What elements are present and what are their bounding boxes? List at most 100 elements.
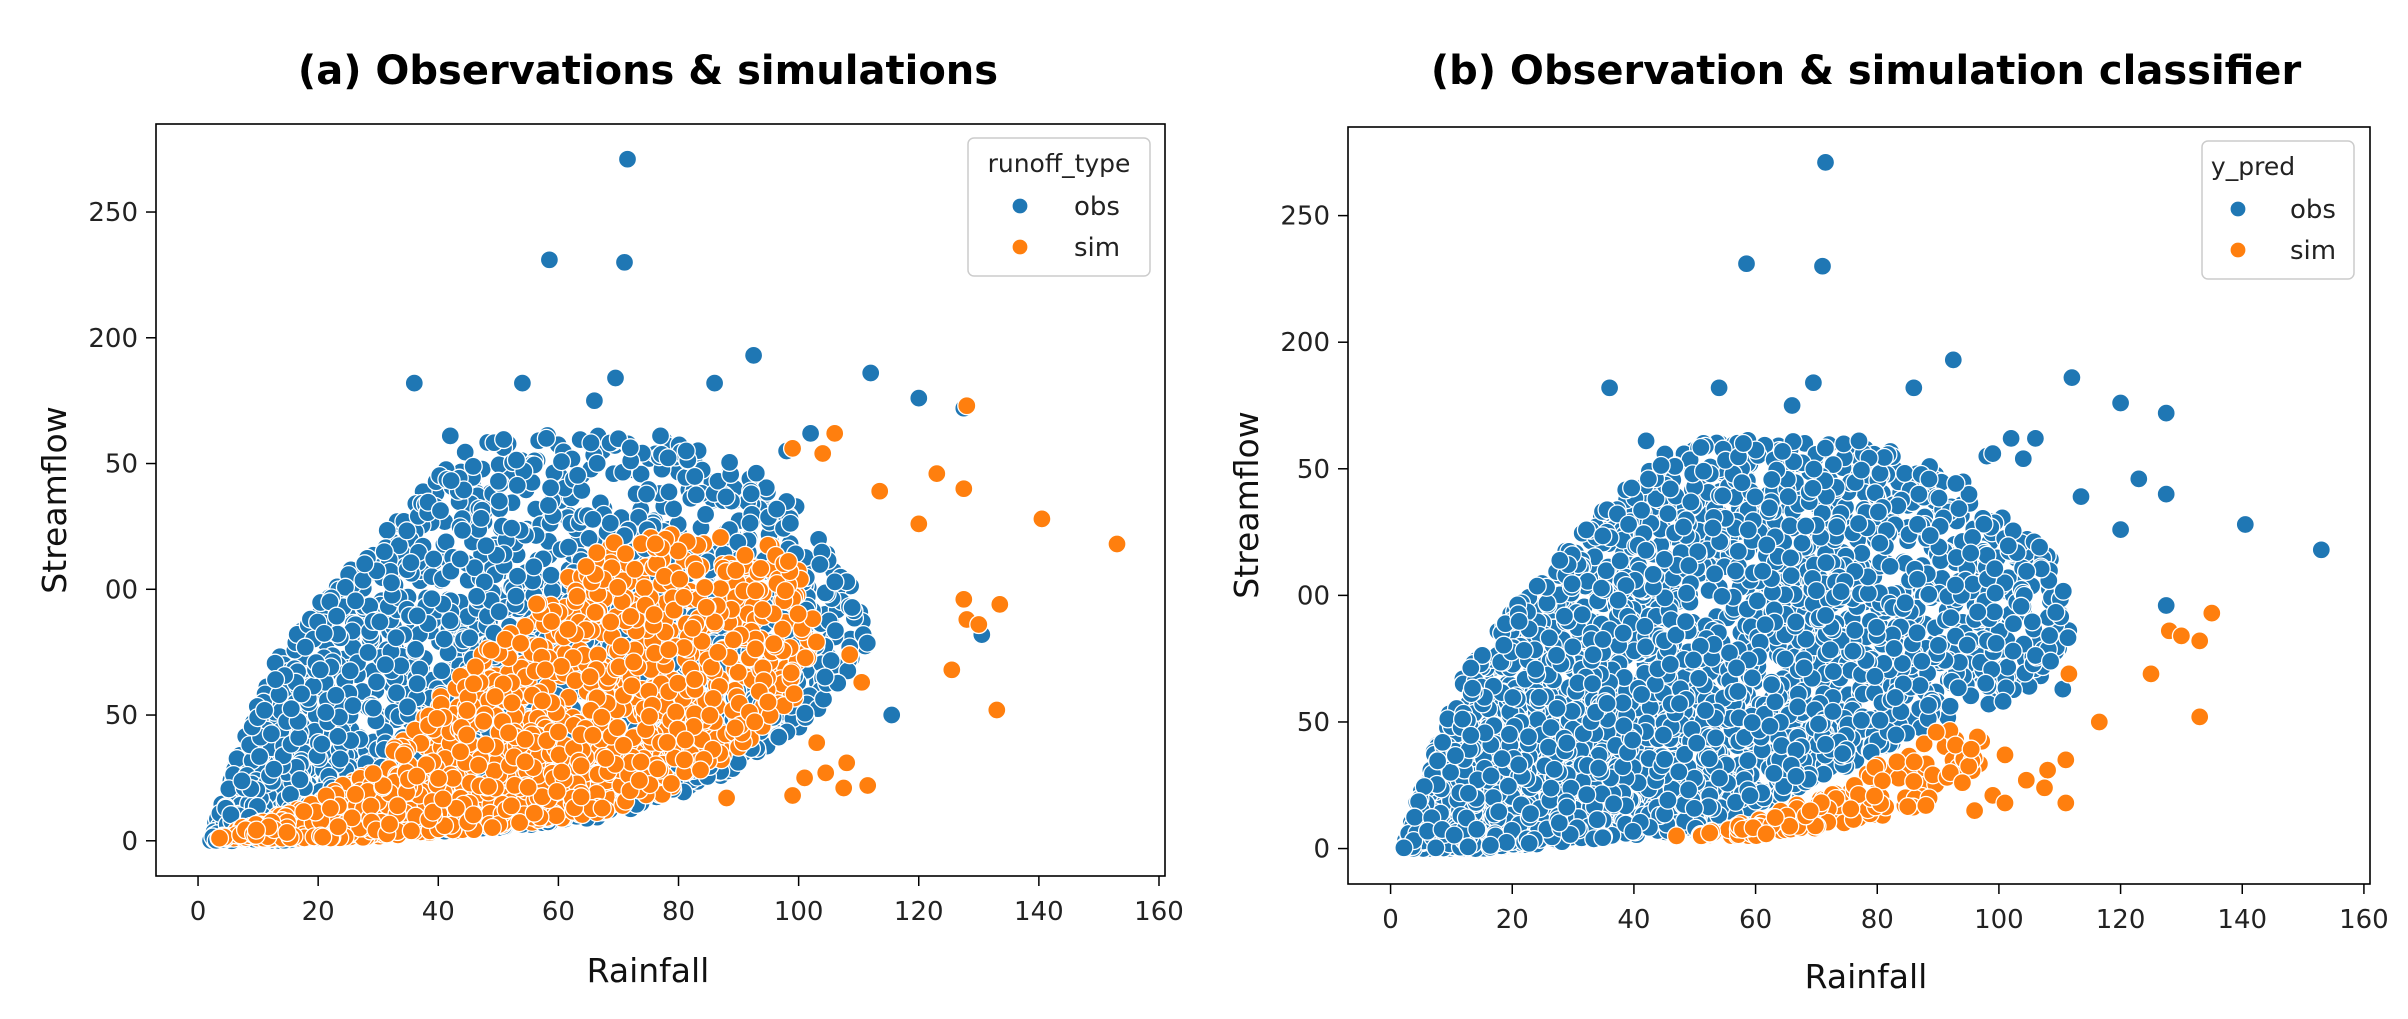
panel-a-obs-point [584, 391, 605, 411]
panel-a-sim-point [1032, 509, 1052, 529]
panel-a-sim-point [969, 614, 989, 635]
panel-a-sim-point [670, 569, 690, 589]
panel-a-obs-point [600, 513, 620, 533]
panel-a-obs-point [397, 697, 418, 717]
panel-a-sim-point [457, 725, 477, 745]
panel-a-sim-point [870, 481, 890, 501]
panel-a-obs-point [249, 746, 270, 767]
panel-a-sim-point [745, 639, 766, 659]
panel-a-sim-point [535, 660, 555, 680]
panel-a-sim-point [547, 781, 567, 802]
panel-a-obs-point [780, 513, 801, 534]
panel-a-obs-point [281, 699, 301, 719]
panel-a-sim-point [387, 796, 408, 816]
panel-a-legend-sim-marker [1011, 238, 1029, 256]
panel-a-obs-point [882, 705, 902, 725]
panel-a-obs-point [452, 520, 473, 541]
panel-b-title: (b) Observation & simulation classifier [1431, 48, 2302, 94]
panel-b-points [1394, 152, 2331, 859]
panel-a-obs-point [536, 428, 557, 449]
panel-a-sim-point [433, 789, 453, 809]
panel-a-legend-obs-label: obs [1074, 192, 1120, 222]
panel-a-sim-point [518, 777, 538, 797]
panel-a-obs-point [463, 456, 483, 477]
panel-a-sim-point [515, 729, 535, 749]
panel-a-sim-point [541, 611, 562, 632]
panel-a-sim-point [294, 801, 314, 822]
panel-a-obs-point [405, 639, 426, 660]
panel-a-obs-point [719, 452, 740, 473]
panel-a-obs-point [340, 661, 360, 681]
panel-a-sim-point [858, 775, 878, 796]
panel-a-obs-point [232, 771, 252, 791]
panel-a-sim-point [379, 814, 400, 834]
panel-a-sim-point [622, 676, 642, 696]
panel-a-sim-point [532, 691, 553, 711]
panel-a-y-tick-label: 200 [88, 324, 138, 354]
panel-a-sim-point [607, 717, 628, 738]
panel-a-obs-point [746, 463, 766, 483]
panel-a-obs-point [254, 700, 275, 720]
panel-a-obs-point [386, 628, 406, 648]
panel-a-sim-point [990, 594, 1010, 615]
panel-a-sim-point [661, 773, 682, 794]
panel-a-sim-point [794, 768, 815, 788]
panel-a-obs-point [261, 724, 282, 744]
panel-a-sim-point [852, 672, 872, 692]
panel-a-sim-point [840, 645, 860, 665]
panel-a-sim-point [813, 443, 833, 464]
panel-a-x-tick-label: 60 [542, 897, 575, 927]
panel-a-obs-point [489, 602, 509, 622]
panel-a-y-tick-label: 0 [121, 827, 138, 857]
panel-a-obs-point [407, 606, 427, 626]
panel-a-obs-point [620, 438, 640, 458]
panel-a-obs-point [335, 577, 356, 597]
panel-a-sim-point [696, 597, 716, 617]
panel-a-sim-point [613, 735, 634, 755]
panel-a-sim-point [807, 733, 827, 753]
panel-a-sim-point [725, 718, 745, 738]
panel-a-obs-point [404, 373, 424, 393]
panel-a-legend: runoff_type obs sim [967, 137, 1151, 277]
panel-a-obs-point [767, 499, 787, 519]
panel-a-obs-point [540, 478, 561, 498]
panel-a-obs-point [617, 149, 638, 169]
panel-a-y-tick-label: 250 [88, 198, 138, 228]
panel-a-obs-point [567, 465, 588, 485]
panel-a-sim-point [675, 730, 695, 750]
panel-a-sim-point [478, 776, 499, 797]
panel-a-obs-point [476, 536, 496, 556]
panel-a-sim-point [427, 708, 447, 729]
panel-a-sim-point [567, 586, 587, 606]
panel-a-sim-point [407, 766, 427, 786]
panel-a-sim-point [620, 606, 641, 627]
panel-a-sim-point [608, 577, 628, 597]
panel-a-sim-point [674, 587, 694, 608]
panel-a-obs-point [815, 667, 835, 687]
panel-a-sim-point [526, 594, 547, 614]
panel-a-obs-point [363, 698, 384, 718]
panel-a-x-tick-label: 140 [1014, 897, 1064, 927]
panel-a-obs-point [506, 586, 526, 606]
panel-a-x-tick-label: 80 [662, 897, 695, 927]
panel-a-sim-point [745, 712, 765, 732]
panel-a-obs-point [460, 628, 480, 648]
panel-a-obs-point [614, 252, 635, 272]
panel-a-sim-point [546, 806, 566, 826]
panel-a-sim-point [457, 700, 477, 721]
panel-a-obs-point [265, 669, 286, 690]
panel-a-obs-point [587, 453, 607, 473]
panel-a-obs-point [264, 759, 284, 779]
panel-a-sim-point [659, 640, 679, 660]
panel-a-obs-point [507, 475, 527, 496]
panel-a-sim-point [954, 479, 974, 499]
panel-a-sim-point [703, 688, 723, 709]
panel-a-obs-point [326, 606, 347, 626]
panel-a-sim-point [716, 788, 737, 808]
panel-a-sim-point [463, 674, 484, 694]
panel-a-sim-point [592, 798, 612, 818]
panel-a-sim-point [782, 785, 803, 806]
panel-a-obs-point [769, 727, 789, 747]
panel-a-obs-point [355, 554, 375, 574]
panel-a-obs-point [326, 685, 346, 705]
